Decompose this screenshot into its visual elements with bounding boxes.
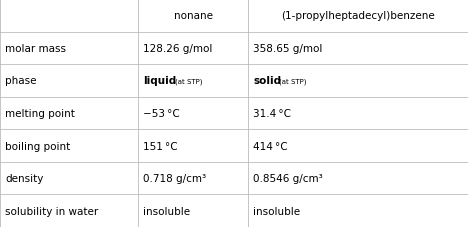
Text: melting point: melting point [5,109,75,118]
Text: solid: solid [253,76,281,86]
Text: −53 °C: −53 °C [143,109,180,118]
Text: 31.4 °C: 31.4 °C [253,109,291,118]
Text: density: density [5,173,44,183]
Text: liquid       (at STP): liquid (at STP) [143,78,201,84]
Text: (1-propylheptadecyl)benzene: (1-propylheptadecyl)benzene [281,11,435,21]
Text: 358.65 g/mol: 358.65 g/mol [253,44,322,54]
Text: (at STP): (at STP) [279,78,307,84]
Text: (at STP): (at STP) [175,78,203,84]
Text: 414 °C: 414 °C [253,141,288,151]
Text: nonane: nonane [174,11,212,21]
Text: 151 °C: 151 °C [143,141,178,151]
Text: molar mass: molar mass [5,44,66,54]
Text: 128.26 g/mol: 128.26 g/mol [143,44,212,54]
Text: boiling point: boiling point [5,141,70,151]
Text: insoluble: insoluble [253,206,300,216]
Text: solubility in water: solubility in water [5,206,98,216]
Text: phase: phase [5,76,37,86]
Text: 0.718 g/cm³: 0.718 g/cm³ [143,173,206,183]
Text: 0.8546 g/cm³: 0.8546 g/cm³ [253,173,323,183]
Text: insoluble: insoluble [143,206,190,216]
Text: liquid: liquid [143,76,176,86]
